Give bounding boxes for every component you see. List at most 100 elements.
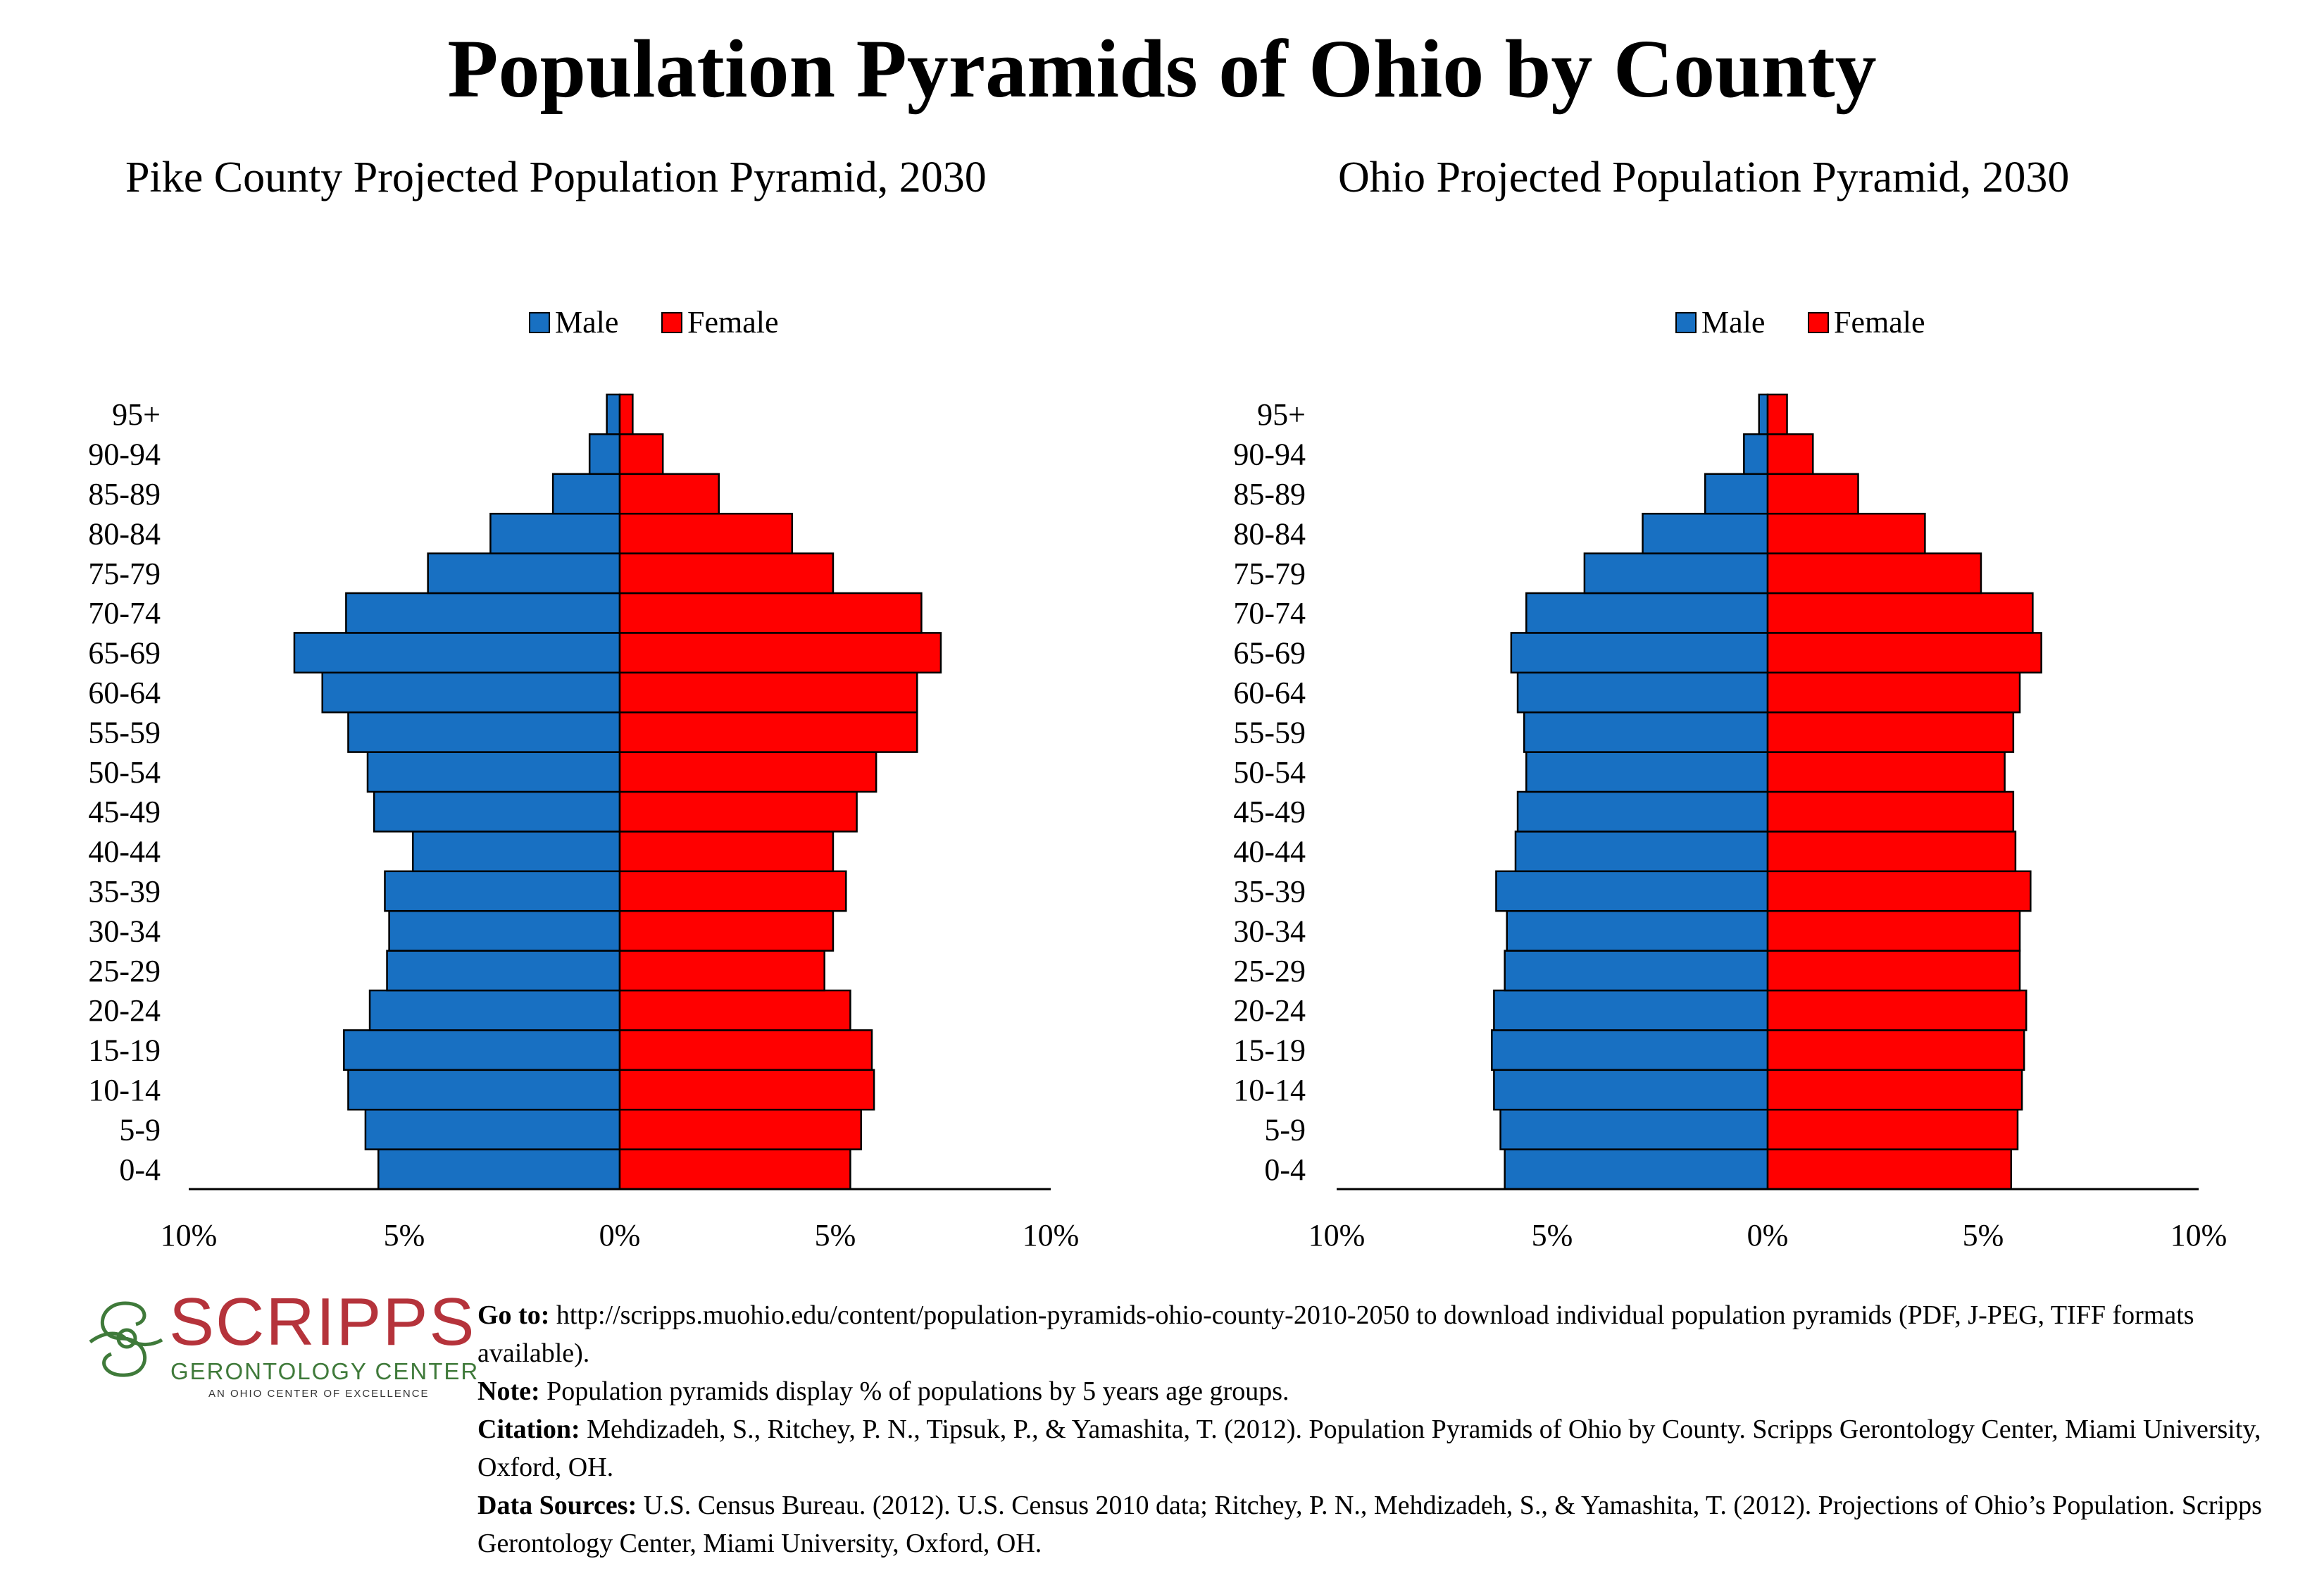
chart-title-pike: Pike County Projected Population Pyramid… bbox=[125, 154, 987, 201]
bar-male-85-89 bbox=[551, 473, 621, 515]
age-label-95+: 95+ bbox=[1257, 397, 1306, 432]
age-label-5-9: 5-9 bbox=[1264, 1112, 1306, 1147]
legend-label-male: Male bbox=[1701, 305, 1765, 340]
footer-note: Note: Population pyramids display % of p… bbox=[477, 1372, 2309, 1410]
bar-female-85-89 bbox=[618, 473, 720, 515]
age-label-30-34: 30-34 bbox=[88, 914, 161, 948]
x-tick-label: 5% bbox=[1532, 1218, 1573, 1253]
bar-female-10-14 bbox=[618, 1069, 875, 1111]
bar-male-10-14 bbox=[347, 1069, 621, 1111]
age-label-50-54: 50-54 bbox=[88, 755, 161, 790]
bar-female-35-39 bbox=[618, 870, 847, 912]
bar-female-30-34 bbox=[618, 909, 835, 952]
legend-swatch-female bbox=[1808, 312, 1829, 333]
bar-female-70-74 bbox=[1766, 592, 2034, 634]
age-label-80-84: 80-84 bbox=[1233, 516, 1306, 551]
footer-citation-label: Citation: bbox=[477, 1415, 580, 1444]
bar-female-50-54 bbox=[1766, 751, 2006, 793]
age-label-15-19: 15-19 bbox=[88, 1033, 161, 1068]
age-label-0-4: 0-4 bbox=[119, 1152, 161, 1187]
x-tick-label: 0% bbox=[599, 1218, 641, 1253]
bar-female-90-94 bbox=[1766, 433, 1814, 476]
x-tick-label: 10% bbox=[1023, 1218, 1080, 1253]
bar-female-40-44 bbox=[1766, 831, 2017, 873]
age-label-70-74: 70-74 bbox=[88, 596, 161, 630]
x-tick-label: 0% bbox=[1747, 1218, 1789, 1253]
bar-female-75-79 bbox=[1766, 552, 1982, 595]
bar-female-95+ bbox=[618, 393, 634, 435]
age-label-65-69: 65-69 bbox=[1233, 636, 1306, 671]
bar-male-45-49 bbox=[373, 790, 621, 833]
bar-male-90-94 bbox=[1743, 433, 1769, 476]
x-tick-label: 5% bbox=[384, 1218, 425, 1253]
age-label-35-39: 35-39 bbox=[88, 874, 161, 909]
footer-goto: Go to: http://scripps.muohio.edu/content… bbox=[477, 1296, 2309, 1372]
age-label-95+: 95+ bbox=[112, 397, 161, 432]
x-tick-label: 10% bbox=[161, 1218, 218, 1253]
age-label-85-89: 85-89 bbox=[88, 477, 161, 511]
legend-label-male: Male bbox=[555, 305, 618, 340]
swirl-logo-icon bbox=[89, 1301, 163, 1377]
bar-male-10-14 bbox=[1493, 1069, 1769, 1111]
footer-goto-text: http://scripps.muohio.edu/content/popula… bbox=[477, 1300, 2194, 1368]
bar-male-50-54 bbox=[1525, 751, 1769, 793]
age-label-90-94: 90-94 bbox=[88, 437, 161, 472]
bar-male-70-74 bbox=[345, 592, 621, 634]
bar-male-40-44 bbox=[411, 831, 621, 873]
bar-male-30-34 bbox=[1506, 909, 1769, 952]
main-title: Population Pyramids of Ohio by County bbox=[447, 23, 1877, 115]
bar-female-35-39 bbox=[1766, 870, 2032, 912]
x-tick-label: 5% bbox=[1963, 1218, 2004, 1253]
pyramid-chart-pike: 0-4 5-9 10-14 15-19 20-24 25-29 30-34 35-39 40-4… bbox=[88, 305, 1080, 1253]
age-label-70-74: 70-74 bbox=[1233, 596, 1306, 630]
logo-wordmark: SCRIPPS bbox=[169, 1284, 476, 1360]
age-label-25-29: 25-29 bbox=[1233, 954, 1306, 988]
age-label-65-69: 65-69 bbox=[88, 636, 161, 671]
x-tick-label: 5% bbox=[815, 1218, 856, 1253]
footer-citation-text: Mehdizadeh, S., Ritchey, P. N., Tipsuk, … bbox=[477, 1415, 2261, 1482]
bar-female-60-64 bbox=[1766, 671, 2021, 714]
bar-male-40-44 bbox=[1514, 831, 1769, 873]
bar-male-15-19 bbox=[1491, 1029, 1769, 1071]
logo-subtitle: GERONTOLOGY CENTER bbox=[170, 1358, 480, 1384]
bar-male-90-94 bbox=[588, 433, 621, 476]
bar-male-80-84 bbox=[1642, 512, 1769, 554]
bar-female-60-64 bbox=[618, 671, 918, 714]
bar-female-45-49 bbox=[1766, 790, 2015, 833]
bar-female-45-49 bbox=[618, 790, 858, 833]
bar-male-55-59 bbox=[1523, 711, 1769, 753]
bar-female-0-4 bbox=[1766, 1148, 2013, 1191]
age-label-60-64: 60-64 bbox=[1233, 676, 1306, 710]
bar-male-65-69 bbox=[1510, 632, 1769, 674]
bar-male-70-74 bbox=[1525, 592, 1769, 634]
age-label-10-14: 10-14 bbox=[1233, 1073, 1306, 1107]
footer-note-label: Note: bbox=[477, 1376, 540, 1406]
logo-tagline: AN OHIO CENTER OF EXCELLENCE bbox=[208, 1388, 430, 1400]
age-label-50-54: 50-54 bbox=[1233, 755, 1306, 790]
bar-female-55-59 bbox=[618, 711, 918, 753]
legend-swatch-female bbox=[661, 312, 682, 333]
bar-male-45-49 bbox=[1516, 790, 1769, 833]
bar-male-95+ bbox=[1758, 393, 1769, 435]
bar-male-85-89 bbox=[1704, 473, 1769, 515]
footer-sources-label: Data Sources: bbox=[477, 1491, 637, 1520]
legend-swatch-male bbox=[1675, 312, 1697, 333]
footer-sources-text: U.S. Census Bureau. (2012). U.S. Census … bbox=[477, 1491, 2262, 1558]
footer-note-text: Population pyramids display % of populat… bbox=[546, 1376, 1289, 1406]
x-tick-label: 10% bbox=[1308, 1218, 1366, 1253]
bar-female-65-69 bbox=[1766, 632, 2042, 674]
bar-female-80-84 bbox=[618, 512, 794, 554]
age-label-85-89: 85-89 bbox=[1233, 477, 1306, 511]
age-label-55-59: 55-59 bbox=[1233, 715, 1306, 750]
age-label-60-64: 60-64 bbox=[88, 676, 161, 710]
bar-male-20-24 bbox=[368, 989, 621, 1031]
legend-label-female: Female bbox=[687, 305, 779, 340]
bar-female-20-24 bbox=[618, 989, 851, 1031]
bar-female-75-79 bbox=[618, 552, 835, 595]
age-label-15-19: 15-19 bbox=[1233, 1033, 1306, 1068]
bar-male-35-39 bbox=[1495, 870, 1769, 912]
legend-label-female: Female bbox=[1834, 305, 1925, 340]
bar-male-60-64 bbox=[1516, 671, 1769, 714]
bar-female-40-44 bbox=[618, 831, 835, 873]
bar-female-90-94 bbox=[618, 433, 664, 476]
